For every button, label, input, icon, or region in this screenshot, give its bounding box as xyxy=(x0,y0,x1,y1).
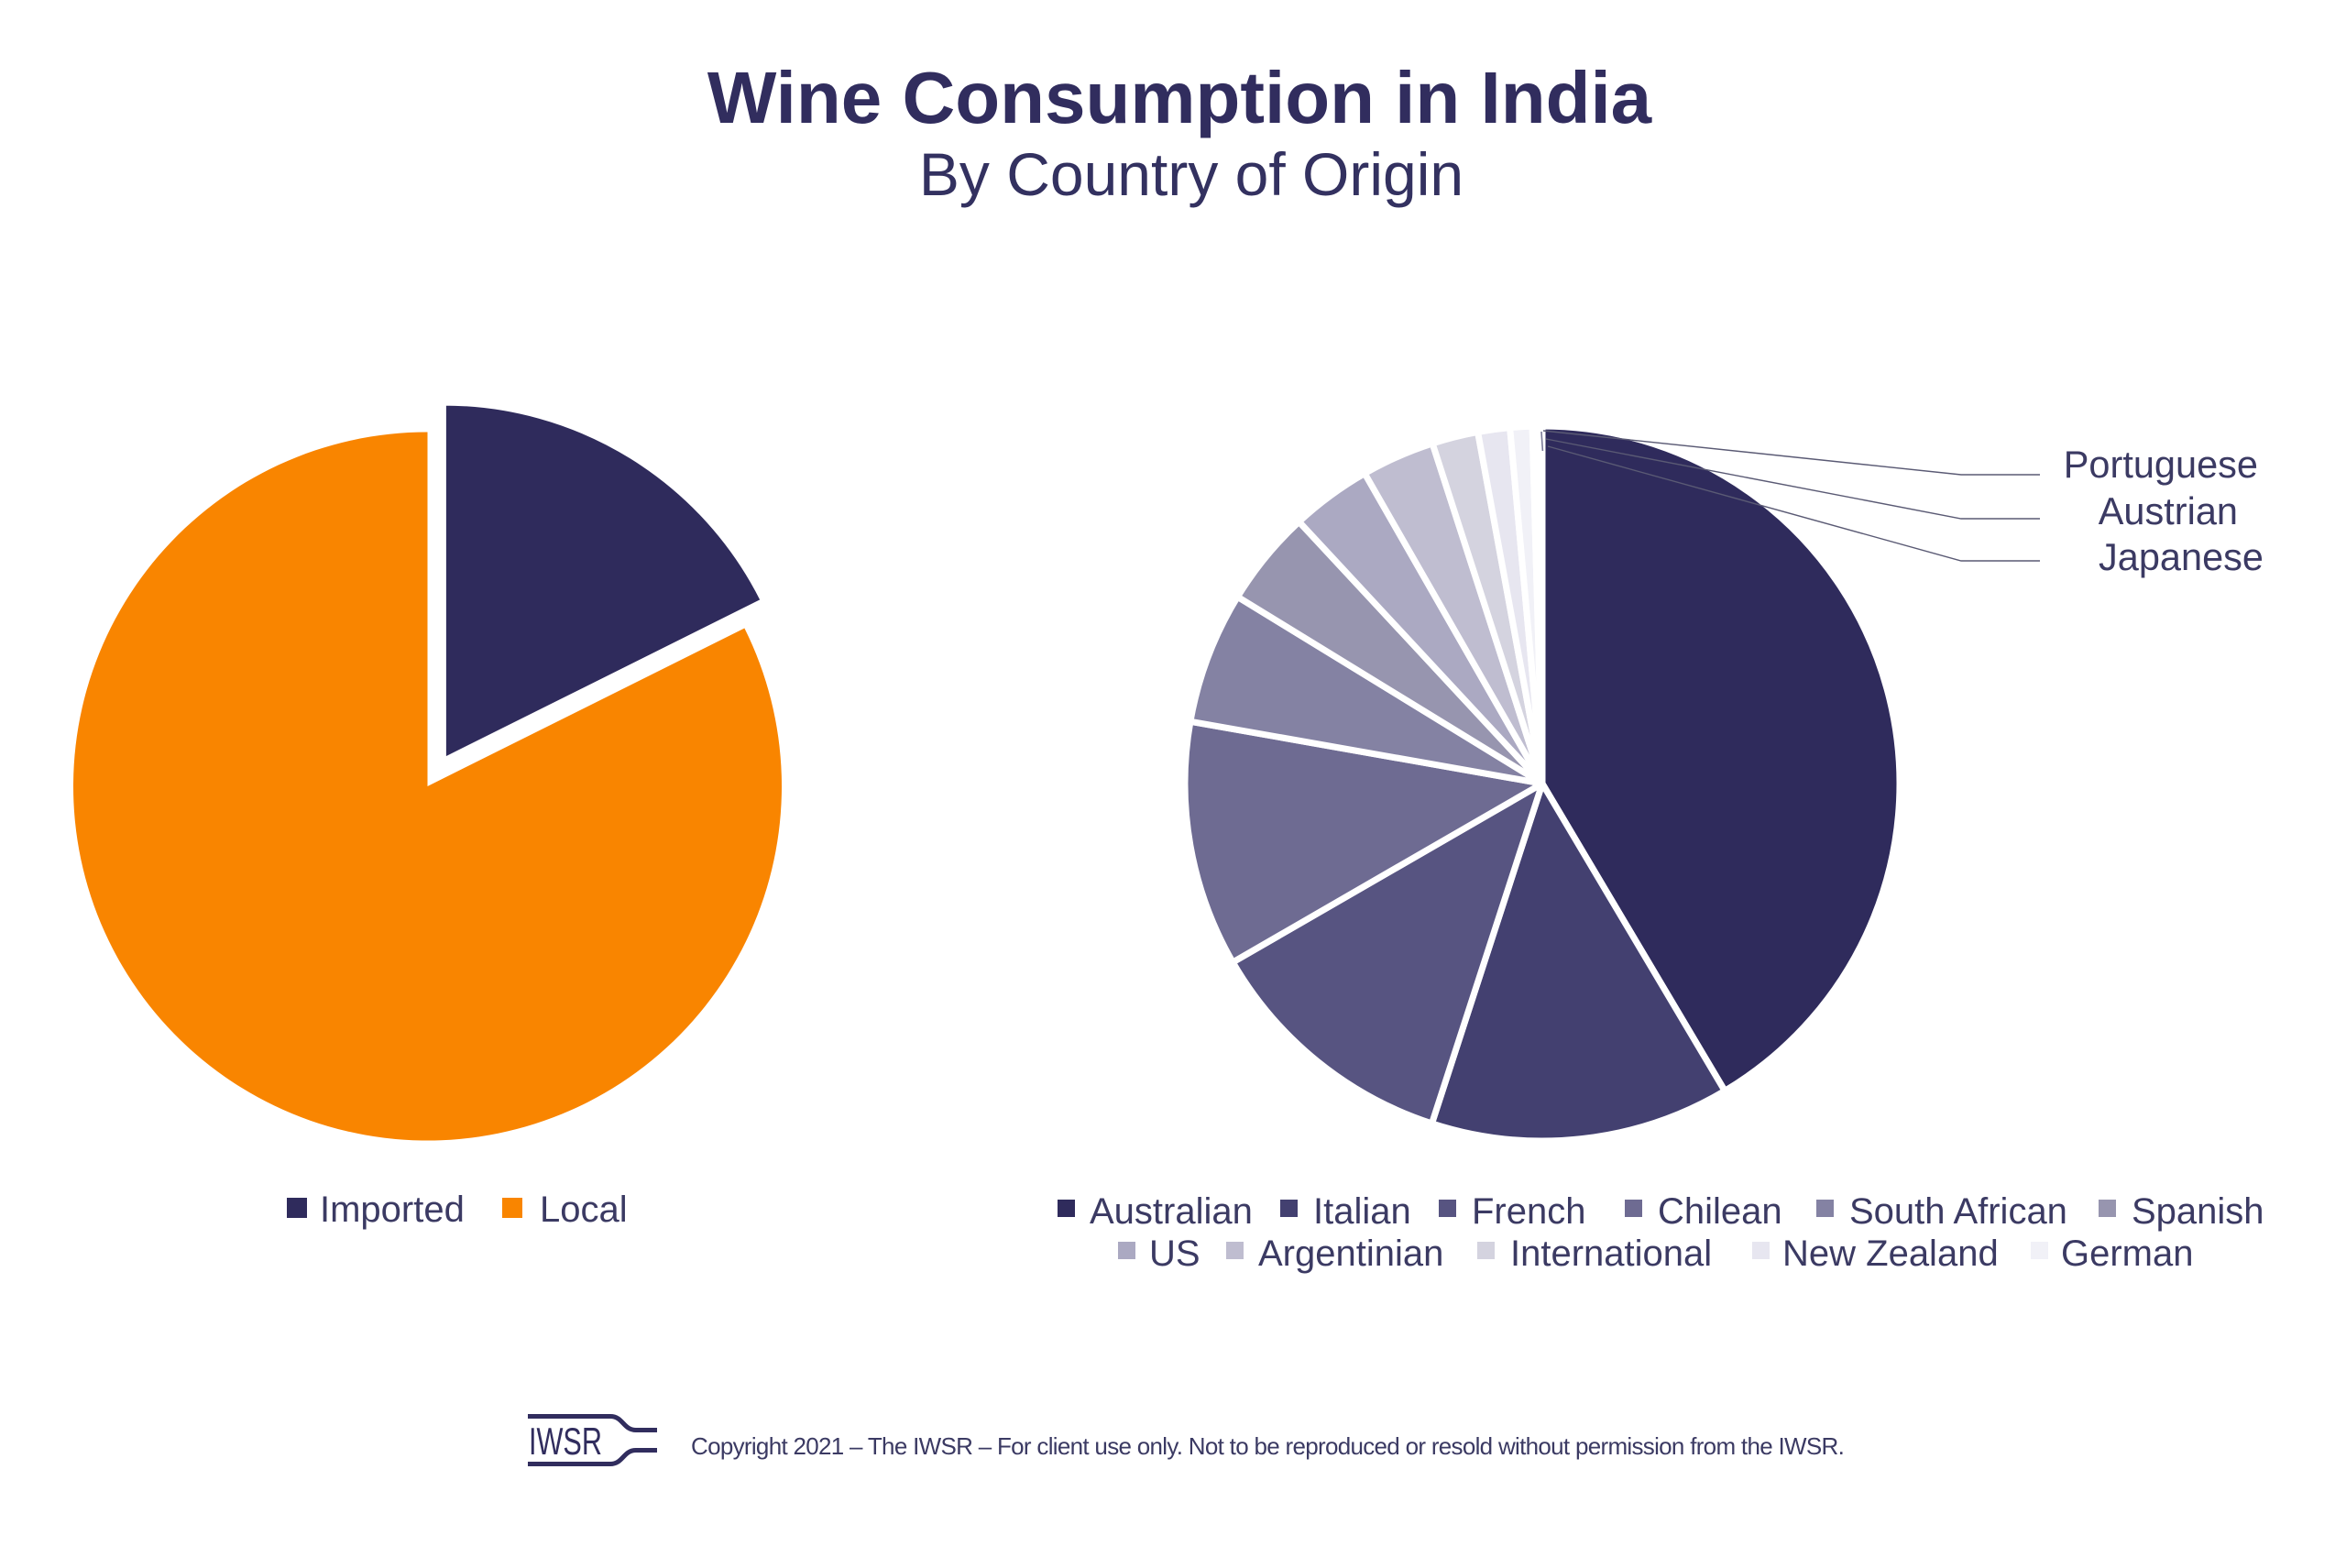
svg-text:IWSR: IWSR xyxy=(529,1420,602,1463)
